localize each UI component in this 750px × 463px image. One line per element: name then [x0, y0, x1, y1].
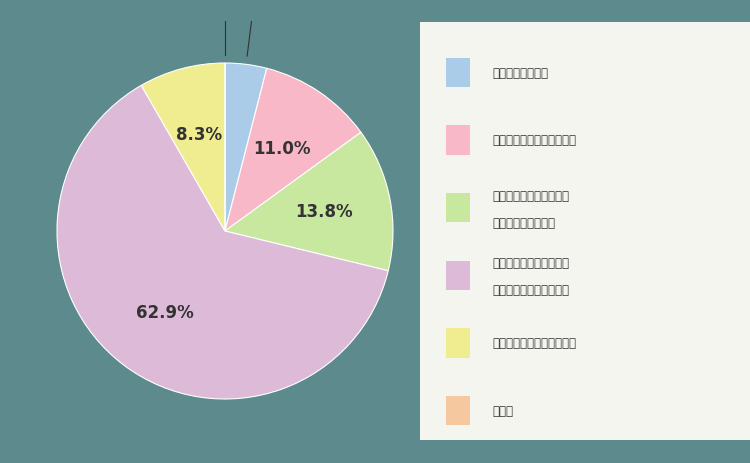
Wedge shape — [225, 133, 393, 271]
Wedge shape — [141, 64, 225, 232]
FancyBboxPatch shape — [446, 329, 470, 358]
Text: 62.9%: 62.9% — [136, 303, 194, 321]
FancyBboxPatch shape — [446, 58, 470, 88]
FancyBboxPatch shape — [446, 126, 470, 155]
Text: 4.0%: 4.0% — [236, 0, 274, 2]
Text: わからない・答えたくない: わからない・答えたくない — [493, 337, 577, 350]
Text: 13.8%: 13.8% — [295, 203, 352, 221]
Text: 使用したことはないし、: 使用したことはないし、 — [493, 257, 569, 269]
FancyBboxPatch shape — [446, 261, 470, 290]
Text: 使用を検討している: 使用を検討している — [493, 216, 556, 229]
Wedge shape — [225, 69, 361, 231]
Wedge shape — [225, 64, 267, 232]
Text: 過去に使用したことがある: 過去に使用したことがある — [493, 134, 577, 147]
Text: 現在使用している: 現在使用している — [493, 67, 548, 80]
FancyBboxPatch shape — [413, 15, 750, 448]
Wedge shape — [57, 86, 388, 399]
FancyBboxPatch shape — [446, 194, 470, 223]
Text: 11.0%: 11.0% — [253, 139, 310, 157]
Text: 使用したことはないが、: 使用したことはないが、 — [493, 189, 569, 202]
Text: 使用の検討もしていない: 使用の検討もしていない — [493, 284, 569, 297]
Text: 8.3%: 8.3% — [176, 125, 222, 143]
FancyBboxPatch shape — [446, 396, 470, 425]
Text: その他: その他 — [493, 404, 514, 417]
